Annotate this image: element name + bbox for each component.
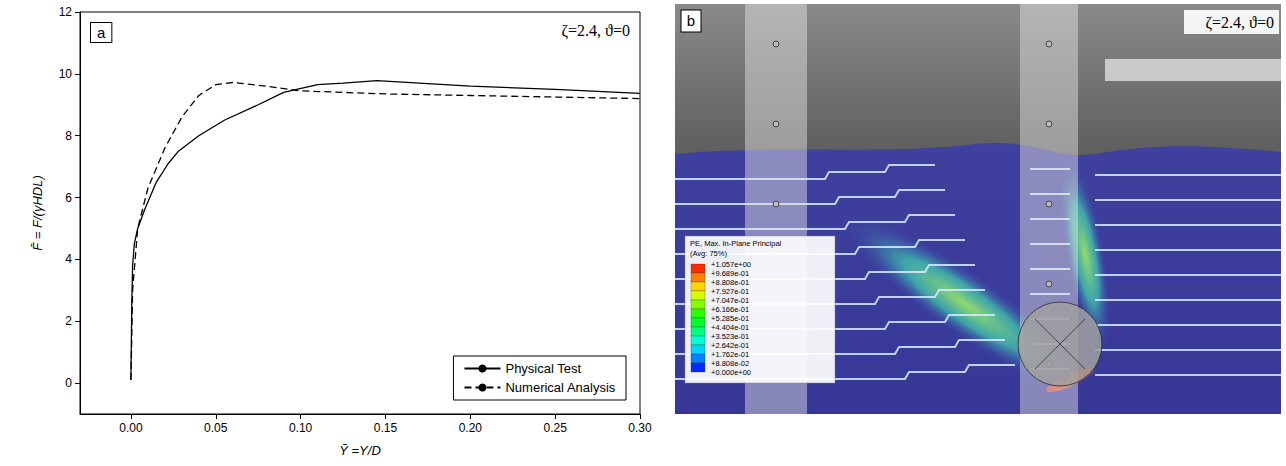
svg-text:12: 12 [59, 5, 73, 19]
svg-text:2: 2 [65, 314, 72, 328]
svg-text:+1.762e-01: +1.762e-01 [711, 350, 749, 359]
svg-text:10: 10 [59, 67, 73, 81]
svg-text:6: 6 [65, 191, 72, 205]
svg-text:+6.166e-01: +6.166e-01 [711, 305, 749, 314]
svg-text:+3.523e-01: +3.523e-01 [711, 332, 749, 341]
svg-text:+5.285e-01: +5.285e-01 [711, 314, 749, 323]
svg-text:+0.000e+00: +0.000e+00 [711, 368, 751, 377]
svg-text:F̄ = F/(γHDL): F̄ = F/(γHDL) [30, 175, 45, 250]
svg-text:+8.808e-01: +8.808e-01 [711, 278, 749, 287]
svg-text:a: a [97, 24, 106, 41]
svg-text:0.30: 0.30 [628, 421, 652, 435]
svg-text:ζ=2.4, ϑ=0: ζ=2.4, ϑ=0 [1205, 14, 1274, 32]
svg-text:+7.047e-01: +7.047e-01 [711, 296, 749, 305]
svg-text:+4.404e-01: +4.404e-01 [711, 323, 749, 332]
svg-text:+9.689e-01: +9.689e-01 [711, 269, 749, 278]
svg-text:ζ=2.4, ϑ=0: ζ=2.4, ϑ=0 [561, 22, 630, 40]
svg-text:0.15: 0.15 [374, 421, 398, 435]
svg-text:+2.642e-01: +2.642e-01 [711, 341, 749, 350]
svg-text:Physical Test: Physical Test [505, 361, 581, 376]
svg-text:+1.057e+00: +1.057e+00 [711, 260, 751, 269]
svg-text:+8.808e-02: +8.808e-02 [711, 359, 749, 368]
svg-text:Numerical Analysis: Numerical Analysis [505, 380, 615, 395]
svg-text:b: b [687, 12, 695, 29]
svg-text:4: 4 [65, 252, 72, 266]
svg-text:+7.927e-01: +7.927e-01 [711, 287, 749, 296]
svg-text:0.10: 0.10 [289, 421, 313, 435]
svg-text:0.25: 0.25 [543, 421, 567, 435]
svg-text:0: 0 [65, 376, 72, 390]
svg-text:Ȳ =Y/D: Ȳ =Y/D [339, 443, 381, 458]
svg-text:0.05: 0.05 [204, 421, 228, 435]
svg-text:0.20: 0.20 [459, 421, 483, 435]
svg-text:8: 8 [65, 129, 72, 143]
svg-text:PE, Max. In-Plane Principal: PE, Max. In-Plane Principal [690, 239, 782, 248]
svg-text:0.00: 0.00 [119, 421, 143, 435]
svg-text:(Avg: 75%): (Avg: 75%) [690, 249, 727, 258]
